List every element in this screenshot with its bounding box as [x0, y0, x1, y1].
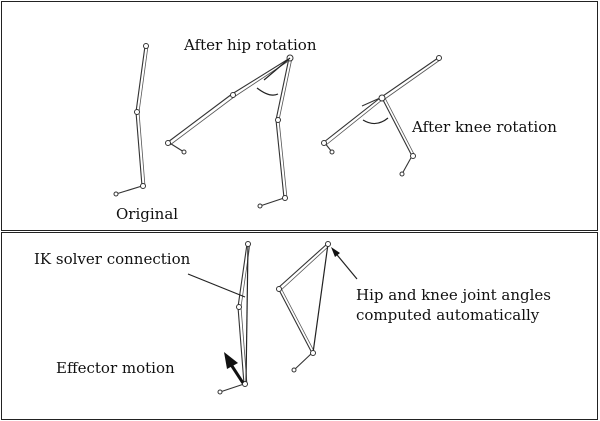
hip-rotation-legs [165, 54, 294, 209]
original-label: Original [116, 205, 179, 223]
knee-rotation-label: After knee rotation [412, 118, 557, 136]
bottom-panel-drawing [187, 241, 358, 395]
angles-arrowhead [331, 247, 340, 257]
ik-connection-leader [187, 273, 246, 298]
hip-rotation-label: After hip rotation [184, 36, 317, 54]
effector-arrow-shaft [228, 362, 245, 384]
knee-rotation-legs [321, 55, 442, 177]
effector-motion-label: Effector motion [56, 359, 175, 377]
ik-solver-label: IK solver connection [34, 250, 191, 268]
ik-leg-right [276, 241, 331, 373]
bottom-panel: IK solver connection Effector motion Hip… [1, 232, 598, 420]
ik-leg-left [217, 241, 251, 395]
original-leg [113, 43, 149, 197]
effector-arrowhead [224, 352, 238, 369]
top-panel-drawing [113, 43, 442, 209]
top-panel: Original After hip rotation After knee r… [1, 1, 598, 231]
angles-label-line2: computed automatically [356, 306, 540, 324]
angles-label-line1: Hip and knee joint angles [356, 286, 552, 304]
